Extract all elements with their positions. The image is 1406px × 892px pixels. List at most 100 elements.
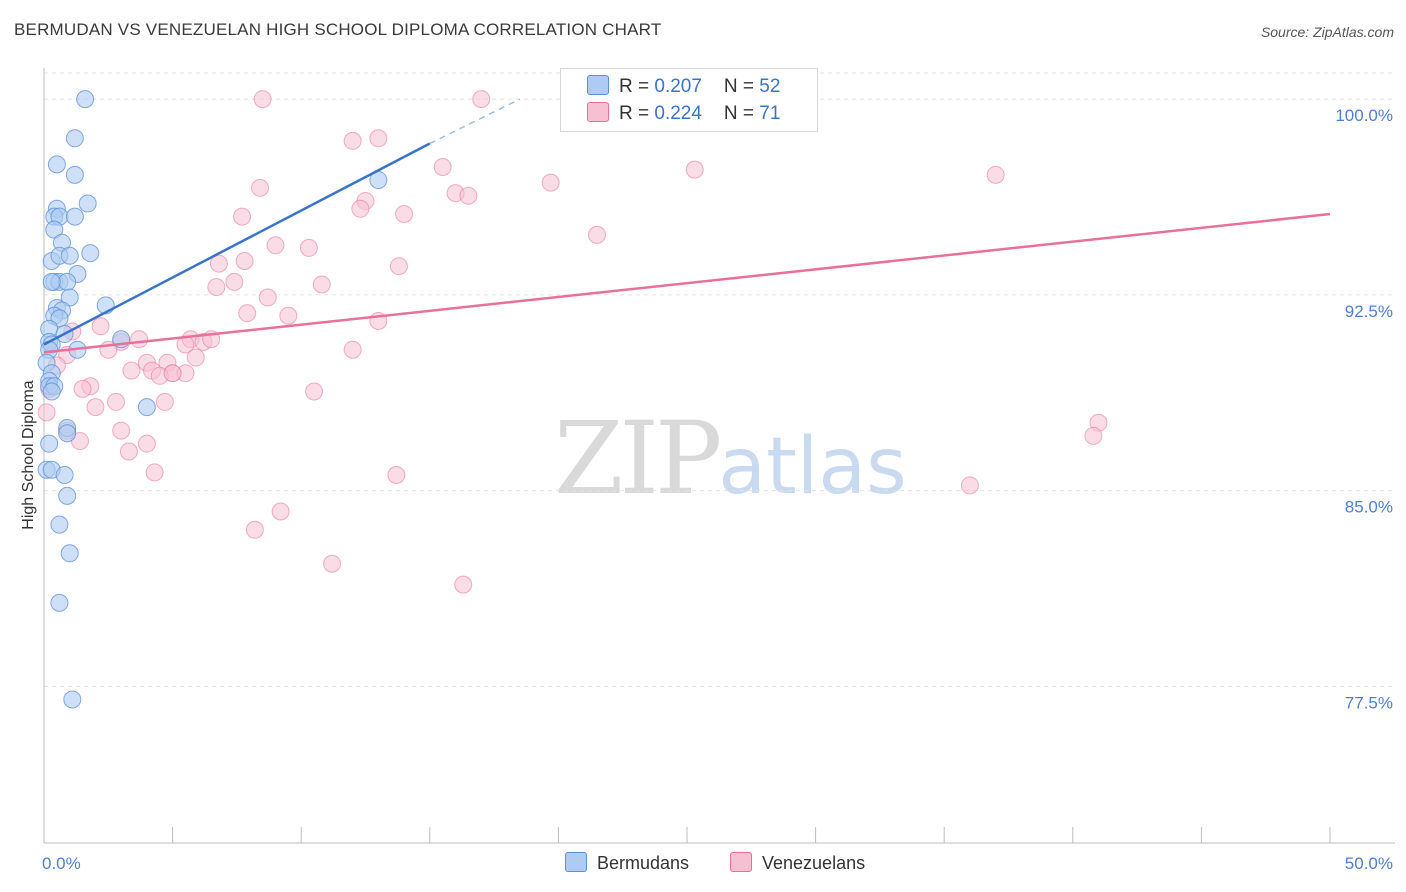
bermudans-point: [42, 382, 61, 401]
legend-r-value: 0.224: [654, 103, 702, 124]
stats-legend: R = 0.207 N = 52 R = 0.224 N = 71: [560, 68, 818, 132]
venezuelans-point: [472, 90, 491, 109]
legend-row-bermudans: R = 0.207 N = 52: [587, 75, 780, 99]
venezuelans-point: [459, 186, 478, 205]
bermudans-point: [58, 272, 77, 291]
watermark: ZIPatlas: [554, 400, 907, 517]
venezuelans-point: [258, 288, 277, 307]
bermudans-point: [63, 690, 82, 709]
legend-r-label: R =: [619, 76, 655, 97]
legend-row-venezuelans: R = 0.224 N = 71: [587, 102, 780, 126]
legend-r-value: 0.207: [654, 76, 702, 97]
bermudans-trendline-extension: [429, 98, 521, 145]
venezuelans-point: [245, 520, 264, 539]
venezuelans-point: [91, 317, 110, 336]
venezuelans-point: [112, 421, 131, 440]
venezuelans-point: [986, 165, 1005, 184]
venezuelans-point: [343, 340, 362, 359]
venezuelans-point: [186, 348, 205, 367]
venezuelans-point: [343, 131, 362, 150]
venezuelans-point: [225, 272, 244, 291]
venezuelans-point: [454, 575, 473, 594]
venezuelans-point: [541, 173, 560, 192]
bermudans-point: [60, 246, 79, 265]
legend-n-value: 52: [759, 76, 781, 97]
bermudans-point: [42, 272, 61, 291]
venezuelans-point: [73, 379, 92, 398]
watermark-atlas: atlas: [718, 422, 907, 512]
venezuelans-legend-swatch: [730, 852, 752, 872]
legend-n-label: N =: [723, 103, 760, 124]
series-legend: Bermudans Venezuelans: [0, 852, 1406, 878]
bermudans-point: [78, 194, 97, 213]
venezuelans-point: [130, 330, 149, 349]
venezuelans-point: [235, 251, 254, 270]
venezuelans-point: [163, 364, 182, 383]
venezuelans-point: [369, 129, 388, 148]
venezuelans-point: [209, 254, 228, 273]
venezuelans-point: [433, 158, 452, 177]
chart-title: BERMUDAN VS VENEZUELAN HIGH SCHOOL DIPLO…: [14, 20, 662, 39]
venezuelans-point: [107, 392, 126, 411]
venezuelans-point: [238, 304, 257, 323]
venezuelans-point: [122, 361, 141, 380]
legend-item-venezuelans[interactable]: Venezuelans: [730, 852, 865, 874]
venezuelans-point: [266, 236, 285, 255]
legend-item-bermudans[interactable]: Bermudans: [565, 852, 689, 874]
bermudans-point: [50, 515, 69, 534]
venezuelans-point: [251, 178, 270, 197]
bermudans-point: [58, 424, 77, 443]
watermark-zip: ZIP: [554, 400, 722, 517]
venezuelans-point: [137, 434, 156, 453]
venezuelans-point: [351, 199, 370, 218]
axis-labels: 77.5% 85.0% 92.5% 100.0% 0.0% 50.0% High Schoo…: [20, 106, 1393, 873]
venezuelans-point: [960, 476, 979, 495]
x-tick-label: 50.0%: [1345, 854, 1393, 873]
venezuelans-point: [389, 257, 408, 276]
venezuelans-point: [145, 463, 164, 482]
bermudans-points: [37, 90, 388, 709]
legend-r-label: R =: [619, 103, 655, 124]
bermudans-point: [137, 398, 156, 417]
legend-n-value: 71: [759, 103, 781, 124]
y-tick-label: 85.0%: [1345, 498, 1393, 517]
y-tick-label: 100.0%: [1335, 106, 1393, 125]
venezuelans-point: [323, 554, 342, 573]
bermudans-point: [65, 165, 84, 184]
venezuelans-point: [119, 442, 138, 461]
venezuelans-point: [299, 238, 318, 257]
bermudans-point: [60, 544, 79, 563]
y-axis-title: High School Diploma: [20, 380, 37, 530]
venezuelans-point: [37, 403, 56, 422]
grid-lines: [44, 72, 1395, 687]
x-tick-label: 0.0%: [42, 854, 81, 873]
source-label: Source: ZipAtlas.com: [1260, 24, 1394, 40]
venezuelans-swatch: [587, 102, 609, 122]
bermudans-point: [47, 155, 66, 174]
bermudans-swatch: [587, 75, 609, 95]
venezuelans-point: [305, 382, 324, 401]
venezuelans-point: [1084, 426, 1103, 445]
venezuelans-point: [685, 160, 704, 179]
bermudans-legend-swatch: [565, 852, 587, 872]
venezuelans-point: [271, 502, 290, 521]
venezuelans-point: [155, 392, 174, 411]
venezuelans-point: [279, 306, 298, 325]
venezuelans-trendline: [43, 212, 1331, 354]
bermudans-point: [40, 434, 59, 453]
bermudans-point: [50, 593, 69, 612]
bermudans-point: [65, 129, 84, 148]
venezuelans-point: [312, 275, 331, 294]
venezuelans-legend-label: Venezuelans: [762, 853, 866, 873]
y-tick-label: 92.5%: [1345, 302, 1393, 321]
bermudans-point: [58, 486, 77, 505]
bermudans-point: [55, 465, 74, 484]
legend-n-label: N =: [723, 76, 760, 97]
bermudans-trendline: [43, 142, 431, 346]
venezuelans-point: [395, 204, 414, 223]
venezuelans-point: [207, 278, 226, 297]
axes: [43, 68, 1395, 844]
bermudans-legend-label: Bermudans: [597, 853, 690, 873]
venezuelans-point: [253, 90, 272, 109]
